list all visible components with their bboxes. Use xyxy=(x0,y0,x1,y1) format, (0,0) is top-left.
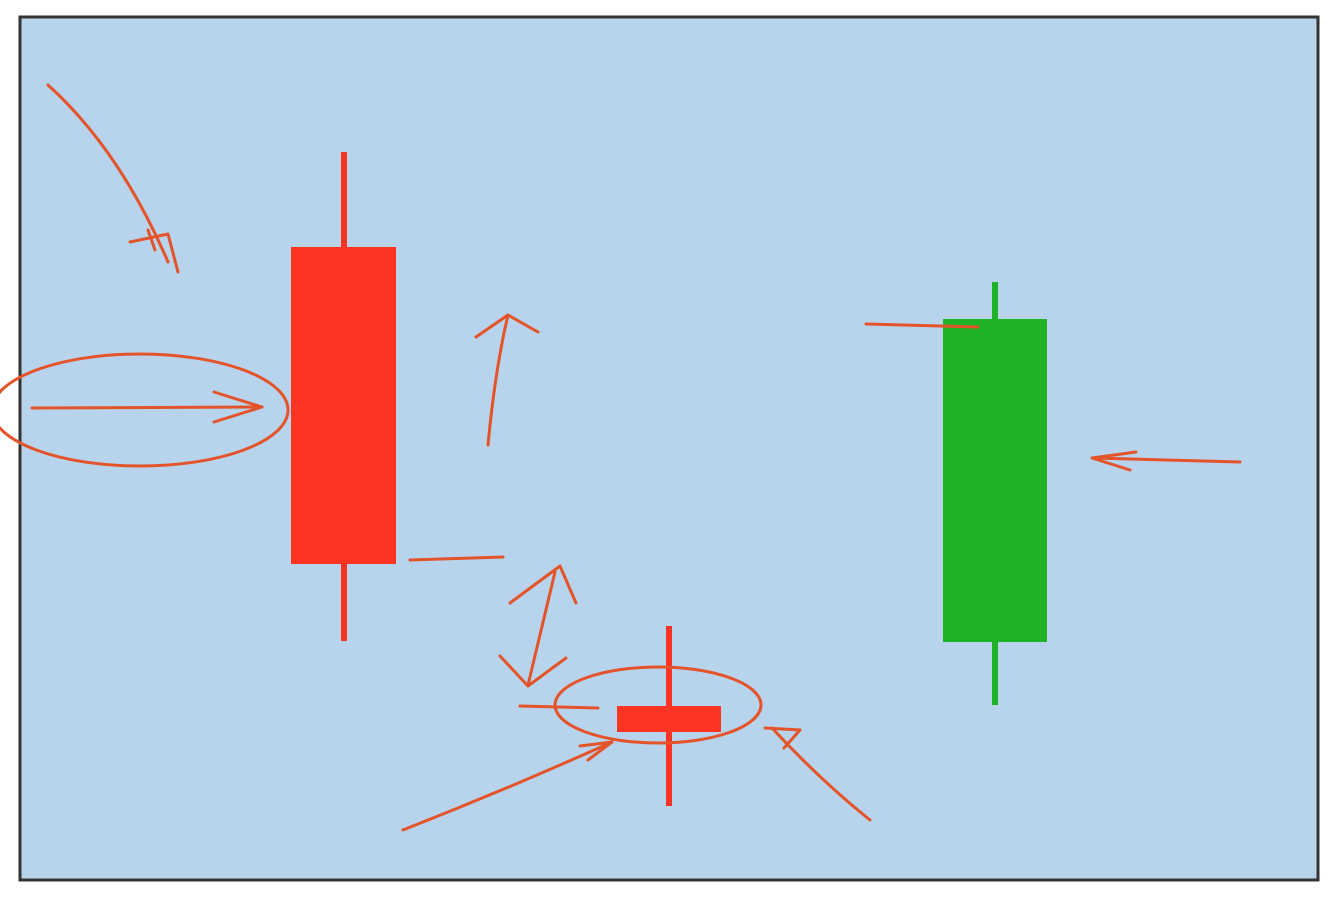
arrow-head xyxy=(212,390,264,424)
annotations xyxy=(0,83,1242,832)
arrow-head xyxy=(1090,450,1138,472)
arrow-head xyxy=(508,564,578,605)
arrow-head xyxy=(578,740,614,762)
arrow-head xyxy=(498,654,568,688)
gap-arrow xyxy=(526,570,557,687)
arrow xyxy=(1093,456,1242,464)
candle-body xyxy=(617,706,721,732)
arrow xyxy=(401,740,614,832)
arrow-head xyxy=(763,726,802,750)
arrow xyxy=(770,726,872,822)
level-line xyxy=(518,704,600,710)
circle-mark xyxy=(0,352,290,468)
bullish-candle xyxy=(943,282,1047,705)
arrow-head xyxy=(128,228,180,274)
small-candle xyxy=(617,626,721,806)
circle-mark xyxy=(553,665,763,745)
arrow-head xyxy=(474,313,540,339)
up-arrow xyxy=(486,313,510,447)
arrow xyxy=(30,405,264,410)
candle-body xyxy=(291,247,396,564)
bearish-candle xyxy=(291,152,396,641)
level-line xyxy=(408,555,505,562)
candle-body xyxy=(943,319,1047,642)
level-line xyxy=(864,322,980,329)
